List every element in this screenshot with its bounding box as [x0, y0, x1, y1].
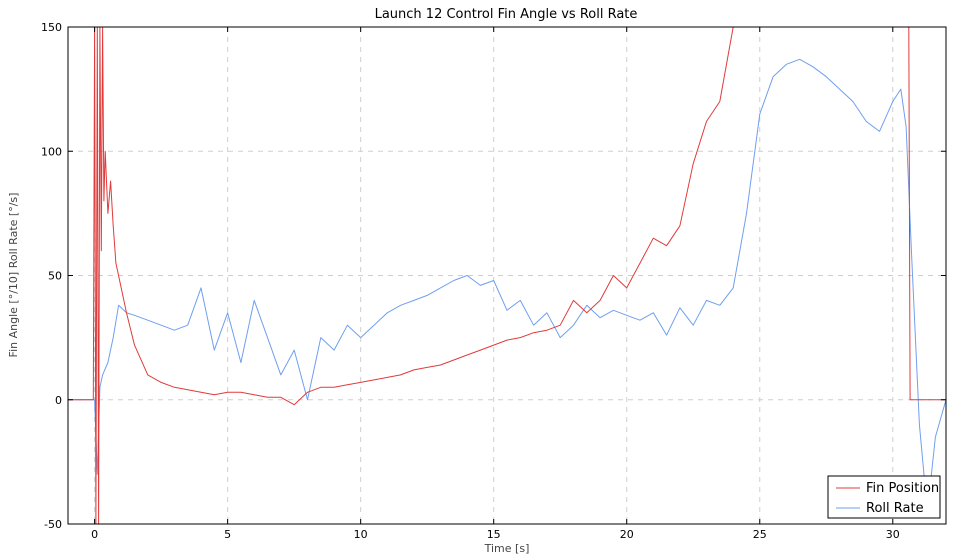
legend-label-fin-position: Fin Position: [866, 481, 939, 496]
x-tick-label: 30: [886, 528, 900, 541]
chart-title: Launch 12 Control Fin Angle vs Roll Rate: [375, 7, 638, 22]
x-tick-label: 5: [224, 528, 231, 541]
x-tick-label: 0: [91, 528, 98, 541]
legend-label-roll-rate: Roll Rate: [866, 501, 924, 516]
series-line-fin-position: [68, 27, 946, 524]
x-tick-label: 10: [354, 528, 368, 541]
legend-box: [827, 475, 941, 519]
y-tick-label: 50: [48, 270, 62, 283]
legend: Fin Position Roll Rate: [827, 475, 941, 519]
x-tick-label: 15: [487, 528, 501, 541]
series-line-roll-rate: [68, 58, 946, 513]
y-tick-label: 150: [41, 21, 62, 34]
y-tick-label: 100: [41, 145, 62, 158]
series-layer: [68, 27, 946, 524]
x-tick-label: 25: [753, 528, 767, 541]
x-axis-label: Time [s]: [484, 542, 530, 555]
x-tick-label: 20: [620, 528, 634, 541]
tick-layer: 0 5 10 15 20 25 30 -50 0 50 100 150: [41, 21, 946, 541]
y-axis-label: Fin Angle [°/10] Roll Rate [°/s]: [7, 193, 20, 358]
y-tick-label: 0: [55, 394, 62, 407]
grid-lines: [68, 26, 946, 525]
y-tick-label: -50: [44, 518, 62, 531]
